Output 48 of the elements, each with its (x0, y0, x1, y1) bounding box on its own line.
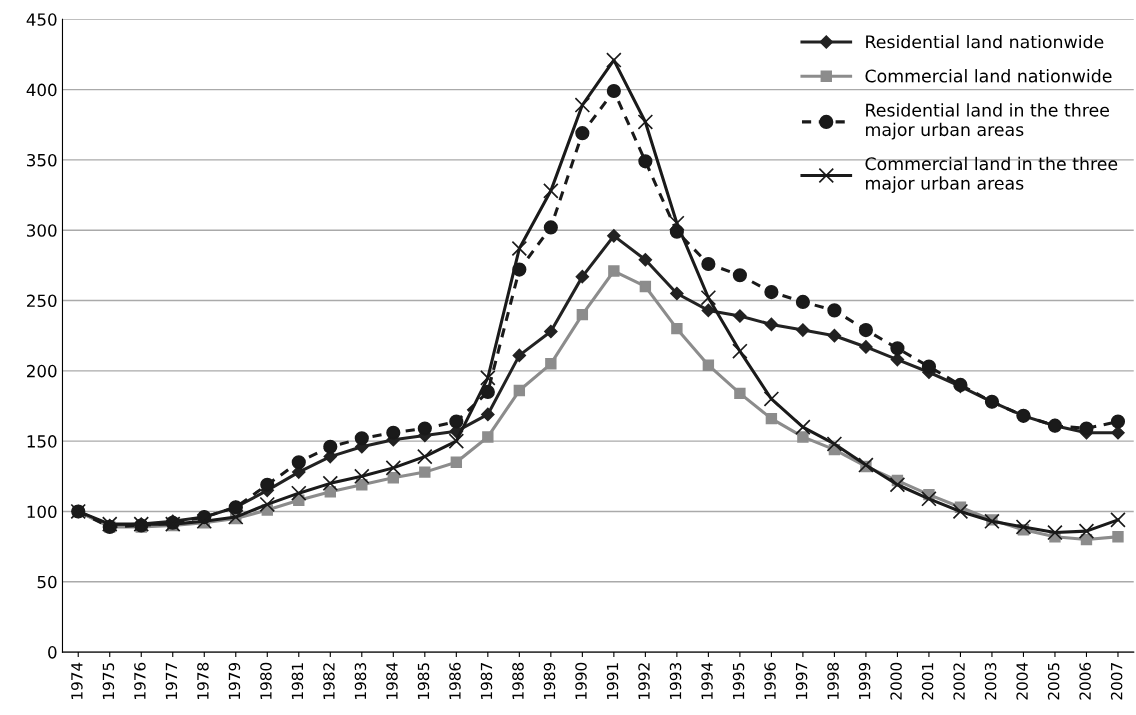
x-tick-label: 2005 (1047, 663, 1060, 700)
legend-label: Commercial land nationwide (865, 69, 1112, 83)
x-tick-label: 2002 (953, 663, 965, 700)
x-tick-label: 2006 (1079, 662, 1091, 700)
y-tick-label: 450 (26, 13, 57, 26)
x-tick-label: 1981 (291, 663, 304, 700)
y-tick-label: 50 (37, 575, 57, 589)
y-tick-label: 250 (27, 294, 57, 308)
x-tick-label: 2000 (890, 662, 902, 700)
x-tick-label: 2007 (1110, 663, 1123, 700)
x-tick-label: 1990 (575, 662, 587, 700)
legend-label: Commercial land in the three major urban areas (865, 156, 1118, 194)
x-tick-label: 1978 (197, 662, 209, 700)
x-tick-label: 1998 (827, 662, 839, 700)
y-tick-label: 200 (27, 364, 57, 378)
x-tick-label: 1997 (795, 663, 808, 700)
x-tick-label: 2004 (1016, 662, 1028, 700)
x-tick-label: 1982 (323, 663, 335, 700)
x-tick-label: 1974 (71, 662, 83, 700)
x-tick-label: 1995 (732, 663, 745, 700)
x-tick-label: 1976 (134, 662, 146, 700)
x-tick-label: 1980 (260, 662, 272, 700)
y-tick-label: 400 (26, 83, 57, 97)
x-tick-label: 1979 (228, 662, 241, 700)
x-tick-label: 1994 (701, 662, 713, 700)
y-tick-label: 350 (27, 153, 57, 167)
x-tick-label: 2001 (921, 663, 934, 700)
x-tick-label: 1977 (165, 663, 178, 700)
x-tick-label: 2003 (984, 663, 997, 700)
x-tick-label: 1986 (449, 662, 461, 700)
y-tick-label: 100 (27, 505, 57, 519)
x-tick-label: 1991 (606, 663, 619, 700)
x-tick-label: 1999 (858, 662, 871, 700)
x-tick-label: 1984 (386, 662, 398, 700)
x-tick-label: 1975 (102, 663, 115, 700)
x-tick-label: 1993 (669, 663, 682, 700)
y-tick-label: 300 (27, 224, 57, 237)
x-tick-label: 1992 (638, 663, 650, 700)
x-tick-label: 1988 (512, 662, 524, 700)
x-tick-label: 1989 (543, 662, 556, 700)
legend-label: Residential land in the three major urban areas (866, 103, 1109, 140)
y-tick-label: 150 (27, 435, 57, 448)
legend-label: Residential land nationwide (866, 34, 1104, 49)
x-tick-label: 1987 (480, 663, 493, 700)
x-tick-label: 1985 (417, 663, 430, 700)
y-tick-label: 0 (48, 646, 57, 659)
x-tick-label: 1996 (764, 662, 776, 700)
x-tick-label: 1983 (354, 663, 367, 700)
